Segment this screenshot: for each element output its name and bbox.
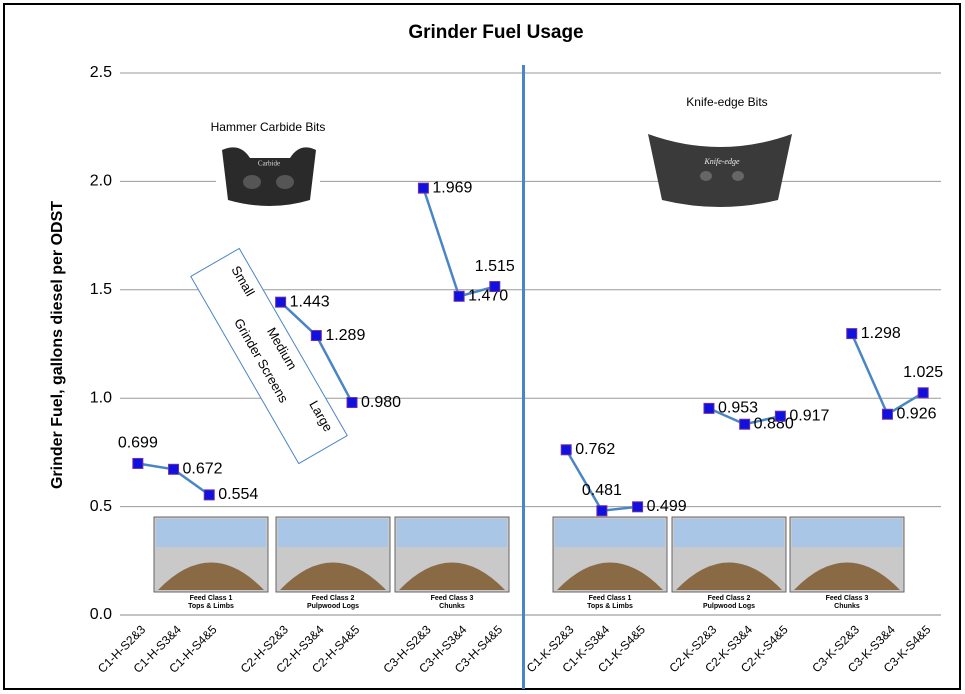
y-axis-label: Grinder Fuel, gallons diesel per ODST <box>49 201 66 489</box>
photo-caption: Tops & Limbs <box>587 603 633 610</box>
marker <box>847 329 857 339</box>
data-label: 0.672 <box>183 461 223 478</box>
data-label: 1.470 <box>468 288 508 305</box>
data-label: 0.481 <box>582 482 622 499</box>
marker <box>204 490 214 500</box>
photo-sky <box>156 519 266 547</box>
data-label: 0.917 <box>789 407 829 424</box>
photo-sky <box>674 519 784 547</box>
marker <box>775 411 785 421</box>
data-label: 1.298 <box>861 325 901 342</box>
photo-caption: Feed Class 2 <box>312 595 355 602</box>
photo-caption: Pulpwood Logs <box>703 603 755 610</box>
marker <box>633 502 643 512</box>
data-label: 0.699 <box>118 435 158 452</box>
marker <box>454 291 464 301</box>
marker <box>169 464 179 474</box>
marker <box>133 458 143 468</box>
y-tick-label: 2.0 <box>90 173 112 190</box>
y-tick-label: 0.5 <box>90 498 112 515</box>
annotation: Knife-edge Bits <box>686 95 767 109</box>
y-tick-label: 2.5 <box>90 64 112 81</box>
photo-caption: Pulpwood Logs <box>307 603 359 610</box>
marker <box>561 445 571 455</box>
marker <box>918 388 928 398</box>
photo-caption: Feed Class 3 <box>431 595 474 602</box>
photo-caption: Chunks <box>439 603 465 610</box>
photo-caption: Chunks <box>834 603 860 610</box>
marker <box>704 403 714 413</box>
marker <box>311 331 321 341</box>
y-tick-label: 1.0 <box>90 389 112 406</box>
data-label: 0.953 <box>718 400 758 417</box>
data-label: 1.515 <box>475 258 515 275</box>
photo-caption: Feed Class 3 <box>826 595 869 602</box>
photo-caption: Feed Class 2 <box>708 595 751 602</box>
chart: Grinder Fuel Usage Grinder Fuel, gallons… <box>0 0 965 694</box>
data-label: 1.443 <box>290 293 330 310</box>
data-label: 0.762 <box>575 441 615 458</box>
marker <box>347 398 357 408</box>
annotation: Knife-edge <box>703 157 740 166</box>
marker <box>740 419 750 429</box>
y-tick-label: 0.0 <box>90 606 112 623</box>
marker <box>882 409 892 419</box>
photo-caption: Feed Class 1 <box>589 595 632 602</box>
chart-title: Grinder Fuel Usage <box>408 22 583 43</box>
marker <box>490 282 500 292</box>
carbide-bit: Carbide <box>216 135 320 207</box>
photo-sky <box>397 519 507 547</box>
data-label: 1.969 <box>432 179 472 196</box>
data-label: 0.880 <box>754 415 794 432</box>
photo-sky <box>278 519 388 547</box>
annotation: Carbide <box>258 160 280 168</box>
data-label: 0.980 <box>361 394 401 411</box>
marker <box>276 297 286 307</box>
photo-sky <box>555 519 665 547</box>
photo-caption: Tops & Limbs <box>188 603 234 610</box>
marker <box>418 183 428 193</box>
y-tick-label: 1.5 <box>90 281 112 298</box>
data-label: 1.025 <box>903 364 943 381</box>
data-label: 0.926 <box>896 405 936 422</box>
photo-caption: Feed Class 1 <box>190 595 233 602</box>
annotation: Hammer Carbide Bits <box>211 120 326 134</box>
data-label: 1.289 <box>325 327 365 344</box>
photo-sky <box>792 519 902 547</box>
marker <box>597 506 607 516</box>
data-label: 0.554 <box>218 486 258 503</box>
data-label: 0.499 <box>647 498 687 515</box>
